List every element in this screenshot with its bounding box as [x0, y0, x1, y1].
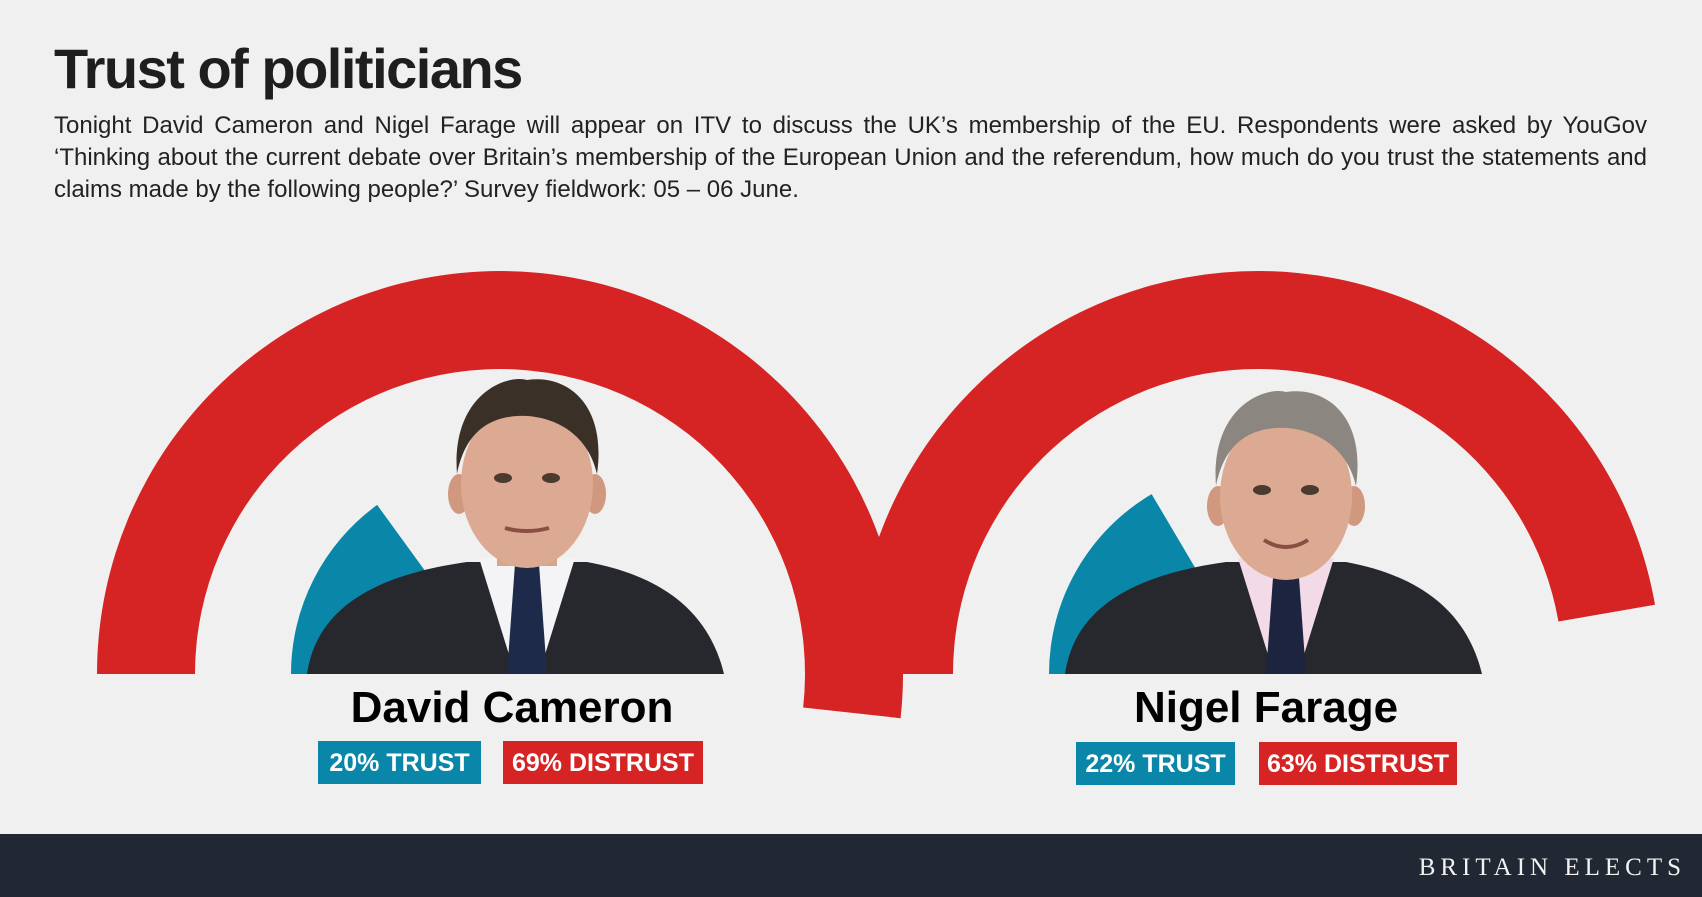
name-label-nigel-farage: Nigel Farage	[1134, 683, 1398, 732]
hair-shape	[1215, 391, 1358, 486]
trust-badge-label-david-cameron: 20% TRUST	[329, 749, 469, 777]
eye-left-shape	[1253, 485, 1271, 495]
tie-shape	[507, 564, 547, 674]
name-label-david-cameron: David Cameron	[351, 683, 674, 732]
eye-left-shape	[494, 473, 512, 483]
chart-area: David Cameron 20% TRUST 69% DISTRUST Nigel …	[97, 270, 1655, 785]
face-shape	[1220, 412, 1352, 580]
distrust-badge-label-nigel-farage: 63% DISTRUST	[1267, 750, 1449, 778]
distrust-arc-david-cameron	[97, 271, 903, 719]
hair-shape	[456, 379, 599, 474]
eye-right-shape	[1301, 485, 1319, 495]
trust-badge-david-cameron	[318, 741, 481, 784]
tie-shape	[1266, 564, 1306, 674]
trust-badge-label-nigel-farage: 22% TRUST	[1085, 750, 1225, 778]
distrust-arc-nigel-farage	[855, 270, 1655, 674]
distrust-badge-label-david-cameron: 69% DISTRUST	[512, 749, 694, 777]
footer-bar: BRITAIN ELECTS	[0, 834, 1702, 897]
chart-subtitle: Tonight David Cameron and Nigel Farage w…	[54, 112, 1647, 203]
footer-brand: BRITAIN ELECTS	[1418, 854, 1686, 881]
chart-title: Trust of politicians	[54, 37, 523, 100]
distrust-badge-nigel-farage	[1259, 742, 1457, 785]
trust-badge-nigel-farage	[1076, 742, 1235, 785]
mouth-shape	[1262, 538, 1310, 549]
distrust-badge-david-cameron	[503, 741, 703, 784]
mouth-shape	[504, 526, 550, 533]
portrait-nigel-farage	[1065, 391, 1482, 674]
face-shape	[461, 400, 593, 568]
portrait-david-cameron	[307, 379, 724, 674]
eye-right-shape	[542, 473, 560, 483]
